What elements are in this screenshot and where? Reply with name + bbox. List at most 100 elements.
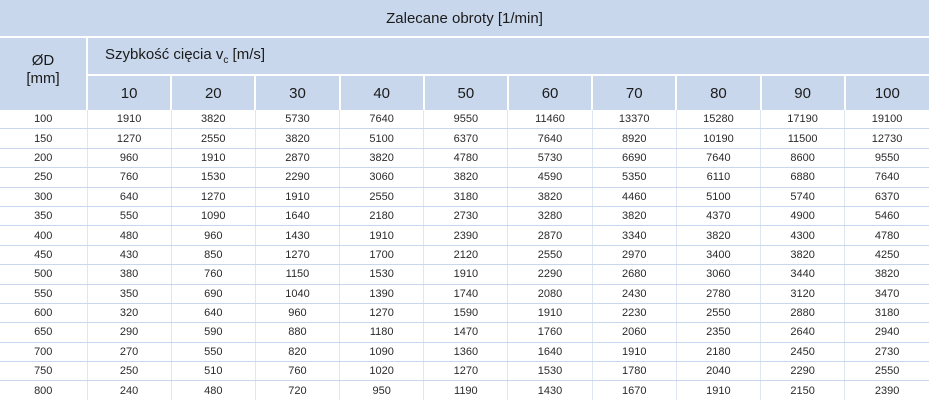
rpm-cell: 640 xyxy=(171,303,256,324)
rpm-cell: 4250 xyxy=(844,245,929,266)
rpm-cell: 2080 xyxy=(507,284,593,304)
speed-column-header: 100 xyxy=(844,75,929,110)
rpm-cell: 1700 xyxy=(339,245,425,266)
rpm-cell: 6110 xyxy=(676,167,762,188)
table-row: 400 480 960 1430 1910 2390 2870 3340 3820 4300 478… xyxy=(0,225,929,246)
rpm-cell: 850 xyxy=(171,245,256,266)
rpm-cell: 1270 xyxy=(171,187,256,207)
rpm-cell: 5100 xyxy=(676,187,762,207)
rpm-cell: 17190 xyxy=(760,110,846,130)
rpm-cell: 3820 xyxy=(423,167,509,188)
rpm-cell: 6880 xyxy=(760,167,846,188)
diameter-cell: 200 xyxy=(0,148,88,169)
rpm-cell: 5350 xyxy=(592,167,677,188)
rpm-cell: 3820 xyxy=(171,110,256,130)
rpm-cell: 380 xyxy=(87,264,172,285)
rpm-cell: 2350 xyxy=(676,322,762,343)
rpm-cell: 3400 xyxy=(676,245,762,266)
rpm-cell: 690 xyxy=(171,284,256,304)
rpm-cell: 320 xyxy=(87,303,172,324)
rpm-cell: 2390 xyxy=(423,225,509,246)
rpm-cell: 1090 xyxy=(339,342,425,363)
diameter-cell: 100 xyxy=(0,110,88,130)
rpm-cell: 4780 xyxy=(423,148,509,169)
speed-column-header: 10 xyxy=(87,75,173,110)
rpm-cell: 5730 xyxy=(255,110,341,130)
table-row: 800 240 480 720 950 1190 1430 1670 1910 2150 2390 xyxy=(0,380,929,400)
rpm-cell: 2780 xyxy=(676,284,762,304)
rpm-cell: 2870 xyxy=(255,148,341,169)
rpm-cell: 2870 xyxy=(507,225,593,246)
table-row: 500 380 760 1150 1530 1910 2290 2680 3060 3440 382… xyxy=(0,264,929,285)
table-row: 700 270 550 820 1090 1360 1640 1910 2180 2450 2730 xyxy=(0,342,929,363)
speed-column-header: 80 xyxy=(676,75,762,110)
rpm-cell: 19100 xyxy=(844,110,929,130)
rpm-cell: 1430 xyxy=(507,380,593,400)
speed-column-header: 50 xyxy=(423,75,509,110)
rpm-cell: 2180 xyxy=(339,206,425,227)
rpm-cell: 290 xyxy=(87,322,172,343)
rpm-cell: 240 xyxy=(87,380,172,400)
rpm-cell: 960 xyxy=(87,148,172,169)
rpm-cell: 2230 xyxy=(592,303,677,324)
table-row: 150 1270 2550 3820 5100 6370 7640 8920 10190 1150… xyxy=(0,128,929,149)
rpm-cell: 590 xyxy=(171,322,256,343)
diameter-label: ØD xyxy=(31,52,55,69)
rpm-cell: 4900 xyxy=(760,206,846,227)
rpm-cell: 2040 xyxy=(676,361,762,382)
rpm-cell: 2550 xyxy=(171,128,256,149)
rpm-cell: 9550 xyxy=(844,148,929,169)
rpm-cell: 1470 xyxy=(423,322,509,343)
rpm-cell: 5460 xyxy=(844,206,929,227)
rpm-cell: 2060 xyxy=(592,322,677,343)
diameter-cell: 550 xyxy=(0,284,88,304)
rpm-cell: 3820 xyxy=(339,148,425,169)
rpm-cell: 2550 xyxy=(676,303,762,324)
rpm-cell: 3820 xyxy=(507,187,593,207)
rpm-cell: 1270 xyxy=(339,303,425,324)
diameter-cell: 750 xyxy=(0,361,88,382)
rpm-cell: 2450 xyxy=(760,342,846,363)
rpm-cell: 760 xyxy=(171,264,256,285)
rpm-cell: 1270 xyxy=(255,245,341,266)
rpm-cell: 1020 xyxy=(339,361,425,382)
rpm-cell: 2290 xyxy=(760,361,846,382)
rpm-cell: 880 xyxy=(255,322,341,343)
diameter-cell: 600 xyxy=(0,303,88,324)
speed-column-header: 20 xyxy=(171,75,257,110)
rpm-cell: 6370 xyxy=(423,128,509,149)
rpm-cell: 960 xyxy=(171,225,256,246)
rpm-cell: 3820 xyxy=(844,264,929,285)
rpm-cell: 7640 xyxy=(844,167,929,188)
rpm-cell: 3060 xyxy=(676,264,762,285)
rpm-cell: 1150 xyxy=(255,264,341,285)
table-row: 600 320 640 960 1270 1590 1910 2230 2550 2880 3180 xyxy=(0,303,929,324)
speed-column-header: 30 xyxy=(255,75,341,110)
rpm-cell: 550 xyxy=(171,342,256,363)
rpm-cell: 3820 xyxy=(760,245,846,266)
rpm-cell: 6690 xyxy=(592,148,677,169)
diameter-cell: 350 xyxy=(0,206,88,227)
speed-column-header: 60 xyxy=(507,75,594,110)
rpm-cell: 5730 xyxy=(507,148,593,169)
rpm-cell: 1910 xyxy=(676,380,762,400)
rpm-cell: 3440 xyxy=(760,264,846,285)
rpm-cell: 11460 xyxy=(507,110,593,130)
rpm-cell: 2550 xyxy=(339,187,425,207)
rpm-cell: 8600 xyxy=(760,148,846,169)
rpm-cell: 6370 xyxy=(844,187,929,207)
rpm-cell: 2150 xyxy=(760,380,846,400)
rpm-cell: 1780 xyxy=(592,361,677,382)
rpm-cell: 950 xyxy=(339,380,425,400)
speed-column-header: 90 xyxy=(760,75,846,110)
rpm-cell: 2550 xyxy=(844,361,929,382)
rpm-cell: 640 xyxy=(87,187,172,207)
rpm-cell: 8920 xyxy=(592,128,677,149)
rpm-cell: 1190 xyxy=(423,380,509,400)
rpm-cell: 3820 xyxy=(676,225,762,246)
rpm-cell: 2290 xyxy=(507,264,593,285)
rpm-cell: 2880 xyxy=(760,303,846,324)
rpm-cell: 1910 xyxy=(87,110,172,130)
rpm-cell: 1430 xyxy=(255,225,341,246)
rpm-cell: 960 xyxy=(255,303,341,324)
